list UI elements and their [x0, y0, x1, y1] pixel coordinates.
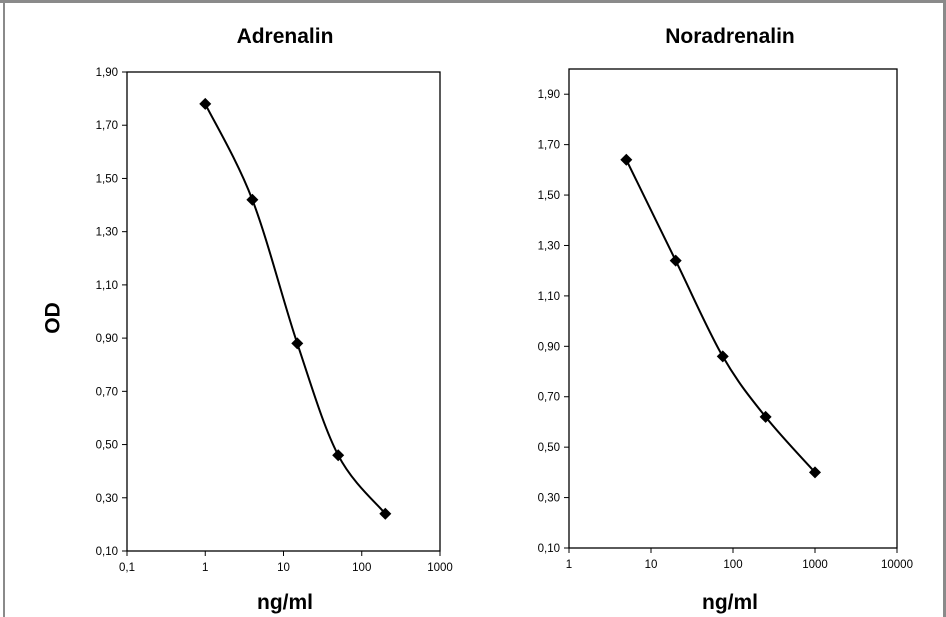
x-tick-label: 100: [723, 559, 742, 571]
y-tick-label: 0,50: [96, 440, 118, 452]
data-point: [669, 254, 682, 267]
y-tick-label: 1,90: [96, 67, 118, 79]
y-tick-label: 1,70: [96, 120, 118, 132]
y-tick-label: 1,30: [538, 240, 560, 252]
chart-noradrenalin: Noradrenalin ng/ml 1 10 100 1000 10000 1,90 1,…: [538, 25, 913, 614]
y-tick-label: 0,30: [538, 493, 560, 505]
y-tick-label: 1,10: [96, 280, 118, 292]
data-point: [809, 466, 821, 479]
frame-right-border: [943, 0, 946, 617]
y-tick-label: 0,90: [96, 333, 118, 345]
shared-ylabel: OD: [42, 302, 65, 334]
data-point: [332, 449, 345, 462]
x-tick-label: 10: [277, 562, 290, 574]
y-tick-label: 0,90: [538, 341, 560, 353]
x-tick-label: 1000: [802, 559, 828, 571]
x-axis-label: ng/ml: [702, 591, 758, 614]
plot-border: [126, 71, 441, 552]
chart-title: Noradrenalin: [665, 25, 795, 48]
data-point: [759, 410, 772, 423]
y-tick-label: 0,10: [538, 543, 560, 555]
plot-area: 0,1 1 10 100 1000 1,90 1,70 1,50 1,30 1,10 0,90 0,7…: [96, 67, 453, 574]
x-tick-label: 10000: [881, 559, 913, 571]
x-tick-label: 1: [202, 562, 208, 574]
series-line: [625, 159, 816, 474]
data-point: [620, 153, 633, 166]
y-tick-label: 0,70: [96, 386, 118, 398]
chart-title: Adrenalin: [237, 25, 334, 48]
data-point: [246, 193, 259, 206]
y-tick-label: 0,10: [96, 546, 118, 558]
x-tick-label: 10: [645, 559, 658, 571]
x-tick-label: 1: [566, 559, 572, 571]
y-tick-label: 1,50: [538, 190, 560, 202]
x-tick-label: 0,1: [119, 562, 135, 574]
series-line: [204, 103, 387, 515]
x-tick-label: 1000: [427, 562, 453, 574]
data-point: [199, 97, 212, 110]
y-tick-label: 0,70: [538, 392, 560, 404]
y-tick-label: 0,50: [538, 442, 560, 454]
x-tick-label: 100: [352, 562, 371, 574]
x-axis-label: ng/ml: [257, 591, 313, 614]
y-tick-label: 1,70: [538, 140, 560, 152]
y-tick-label: 1,10: [538, 291, 560, 303]
y-tick-label: 1,30: [96, 227, 118, 239]
y-tick-label: 1,90: [538, 89, 560, 101]
frame-left-border: [3, 0, 5, 617]
data-point: [379, 507, 392, 520]
data-point: [291, 337, 304, 350]
y-tick-label: 1,50: [96, 173, 118, 185]
plot-area: 1 10 100 1000 10000 1,90 1,70 1,50 1,30 1,10 0,90 0…: [538, 68, 913, 571]
frame-top-border: [0, 0, 946, 3]
chart-adrenalin: Adrenalin ng/ml 0,1 1 10 100 1000 1,90 1,70 1,5…: [96, 25, 453, 614]
plot-border: [568, 68, 898, 549]
y-tick-label: 0,30: [96, 493, 118, 505]
data-point: [716, 350, 729, 363]
